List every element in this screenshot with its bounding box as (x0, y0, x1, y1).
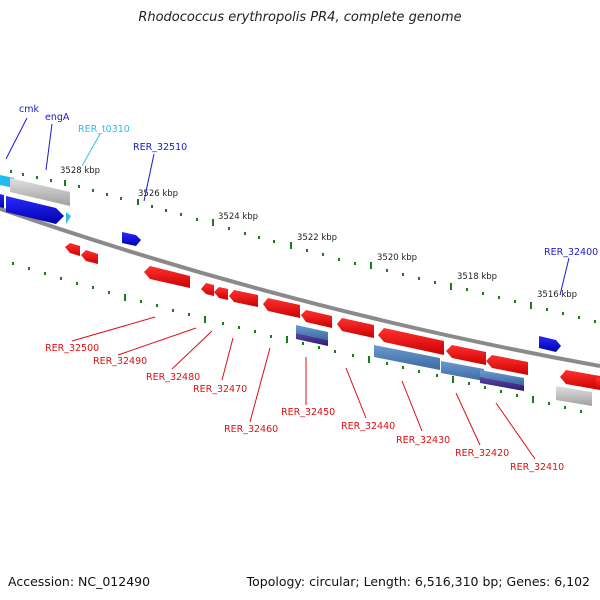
leader-RER_32460 (249, 347, 271, 423)
gene-engA-gray-band[interactable] (10, 178, 70, 206)
gene-label-RER_32490[interactable]: RER_32490 (93, 356, 147, 367)
feature-band-4[interactable] (441, 361, 484, 381)
gene-RER_32460b[interactable] (263, 298, 300, 318)
gene-RER_32400[interactable] (539, 336, 561, 352)
gene-RER_32470[interactable] (214, 287, 228, 300)
scale-label: 3528 kbp (60, 166, 100, 176)
gene-label-RER_32460[interactable]: RER_32460 (224, 424, 278, 435)
gene-forward-left[interactable] (0, 193, 4, 208)
scale-label: 3518 kbp (457, 272, 497, 282)
gene-label-RER_32420[interactable]: RER_32420 (455, 448, 509, 459)
leader-engA (45, 123, 53, 171)
gene-label-RER_32450[interactable]: RER_32450 (281, 407, 335, 418)
leader-RER_32430 (401, 380, 423, 432)
gene-RER_32480[interactable] (201, 283, 214, 296)
gene-label-engA[interactable]: engA (45, 112, 70, 123)
gene-engA[interactable] (6, 196, 64, 224)
gene-label-RER_32440[interactable]: RER_32440 (341, 421, 395, 432)
gene-label-RER_t0310[interactable]: RER_t0310 (78, 124, 130, 135)
leader-RER_32410 (495, 402, 536, 460)
genome-summary-text: Topology: circular; Length: 6,516,310 bp… (246, 574, 590, 589)
gene-RER_32460a[interactable] (229, 290, 258, 307)
leader-RER_32440 (345, 367, 367, 419)
gene-RER_32510[interactable] (122, 232, 141, 246)
scale-labels: 3528 kbp 3526 kbp 3524 kbp 3522 kbp 3520… (60, 166, 577, 300)
gene-RER_32500b[interactable] (81, 250, 98, 264)
gene-label-RER_32470[interactable]: RER_32470 (193, 384, 247, 395)
gene-right-red-b[interactable] (596, 378, 600, 390)
forward-label-leaders (5, 117, 570, 296)
gene-right-red[interactable] (560, 370, 600, 390)
scale-label: 3526 kbp (138, 189, 178, 199)
leader-RER_32490 (117, 327, 197, 356)
gene-RER_32430[interactable] (378, 328, 444, 355)
forward-gene-labels: cmk engA RER_t0310 RER_32510 RER_32400 (19, 104, 598, 258)
leader-RER_32420 (455, 392, 481, 446)
leader-RER_t0310 (81, 133, 101, 167)
scale-label: 3522 kbp (297, 233, 337, 243)
gene-label-RER_32400[interactable]: RER_32400 (544, 247, 598, 258)
gene-RER_32440[interactable] (337, 318, 374, 338)
genome-backbone (0, 206, 600, 368)
gene-RER_32410[interactable] (486, 355, 528, 375)
leader-RER_32510 (143, 153, 155, 202)
gene-RER_32420[interactable] (446, 345, 486, 365)
inner-scale-ticks (12, 262, 582, 413)
feature-bands (296, 325, 524, 391)
gene-RER_t0310[interactable] (66, 212, 71, 224)
leader-RER_32470 (221, 337, 234, 381)
reverse-gene-labels: RER_32500 RER_32490 RER_32480 RER_32470 … (45, 343, 564, 473)
leader-RER_32500 (71, 316, 156, 342)
gene-right-gray[interactable] (556, 386, 592, 406)
gene-label-RER_32510[interactable]: RER_32510 (133, 142, 187, 153)
feature-band-6[interactable] (480, 377, 524, 391)
leader-cmk (5, 117, 28, 160)
gene-RER_32500[interactable] (65, 243, 80, 256)
gene-label-RER_32500[interactable]: RER_32500 (45, 343, 99, 354)
genome-title: Rhodococcus erythropolis PR4, complete g… (138, 10, 462, 25)
scale-label: 3520 kbp (377, 253, 417, 263)
scale-label: 3524 kbp (218, 212, 258, 222)
gene-label-RER_32410[interactable]: RER_32410 (510, 462, 564, 473)
gene-RER_32450[interactable] (301, 310, 332, 328)
gene-label-RER_32480[interactable]: RER_32480 (146, 372, 200, 383)
feature-band-5[interactable] (480, 370, 524, 385)
leader-RER_32480 (171, 330, 213, 370)
outer-scale-ticks (10, 170, 596, 323)
feature-band-3[interactable] (374, 345, 440, 370)
reverse-strand-genes (65, 243, 600, 390)
accession-text: Accession: NC_012490 (8, 574, 151, 589)
gene-RER_32490[interactable] (144, 266, 190, 288)
reverse-label-leaders (71, 316, 536, 460)
feature-band-1[interactable] (296, 325, 328, 340)
feature-band-2[interactable] (296, 333, 328, 346)
gene-label-cmk[interactable]: cmk (19, 104, 39, 115)
forward-strand-genes (0, 175, 592, 406)
leader-RER_32400 (559, 257, 570, 296)
gene-label-RER_32430[interactable]: RER_32430 (396, 435, 450, 446)
scale-label: 3516 kbp (537, 290, 577, 300)
